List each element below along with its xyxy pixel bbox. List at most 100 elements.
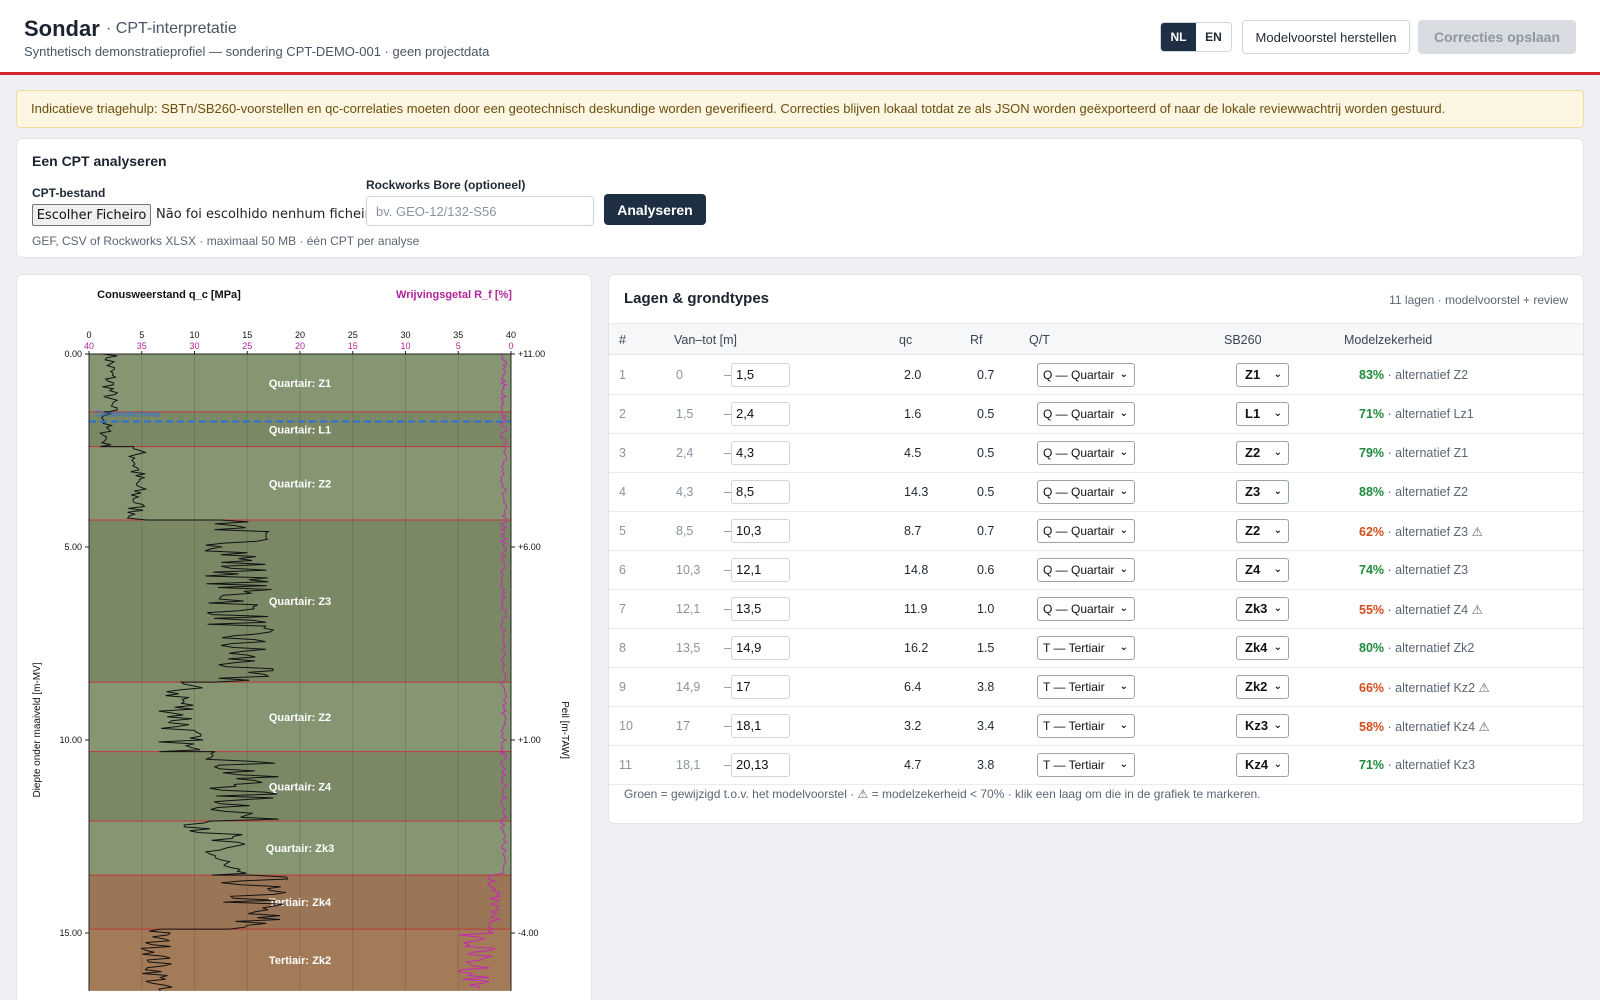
row-rf: 0.7 (977, 524, 995, 538)
row-to-depth-input[interactable]: 10,3 (731, 519, 790, 543)
confidence-value: 55% (1359, 603, 1385, 617)
chevron-down-icon: ⌄ (1273, 681, 1282, 692)
layer-band[interactable] (89, 682, 511, 752)
row-sb260-select[interactable]: Z2 ⌄ (1236, 519, 1289, 543)
row-to-depth-input[interactable]: 8,5 (731, 480, 790, 504)
chevron-down-icon: ⌄ (1273, 486, 1282, 497)
layer-band[interactable] (89, 411, 511, 447)
row-qt-select[interactable]: T — Tertiair ⌄ (1037, 753, 1135, 777)
qc-axis-title: Conusweerstand q_c [MPa] (97, 289, 241, 301)
chevron-down-icon: ⌄ (1119, 525, 1128, 536)
row-confidence: 74% · alternatief Z3 (1359, 563, 1468, 577)
row-qc: 11.9 (904, 602, 928, 616)
layer-band[interactable] (89, 519, 511, 683)
row-qc: 6.4 (904, 680, 922, 694)
row-to-depth-input[interactable]: 12,1 (731, 558, 790, 582)
table-row[interactable]: 5 8,5 –10,3 8.7 0.7 Q — Quartair ⌄ Z2 ⌄ 62% · alt… (609, 512, 1583, 551)
cpt-chart[interactable]: Conusweerstand q_c [MPa] Wrijvingsgetal … (17, 275, 593, 1000)
reset-model-button[interactable]: Modelvoorstel herstellen (1242, 20, 1410, 54)
range-dash: – (724, 758, 731, 772)
confidence-alternative: · alternatief Kz2 ⚠ (1387, 681, 1490, 695)
table-row[interactable]: 7 12,1 –13,5 11.9 1.0 Q — Quartair ⌄ Zk3 ⌄ 55% · … (609, 590, 1583, 629)
row-qt-select[interactable]: T — Tertiair ⌄ (1037, 675, 1135, 699)
row-to-depth-input[interactable]: 18,1 (731, 714, 790, 738)
layer-label: Quartair: Z4 (269, 781, 332, 793)
row-qt-select[interactable]: Q — Quartair ⌄ (1037, 363, 1135, 387)
row-to-depth-input[interactable]: 20,13 (731, 753, 790, 777)
layer-band[interactable] (89, 875, 511, 930)
col-qc: qc (899, 333, 913, 347)
row-sb260-select[interactable]: Z2 ⌄ (1236, 441, 1289, 465)
row-rf: 3.8 (977, 680, 995, 694)
row-qc: 14.3 (904, 485, 929, 499)
row-sb260-select[interactable]: L1 ⌄ (1236, 402, 1289, 426)
row-qt-select[interactable]: T — Tertiair ⌄ (1037, 636, 1135, 660)
row-to-depth-input[interactable]: 17 (731, 675, 790, 699)
table-row[interactable]: 3 2,4 –4,3 4.5 0.5 Q — Quartair ⌄ Z2 ⌄ 79% · alte… (609, 434, 1583, 473)
table-row[interactable]: 10 17 –18,1 3.2 3.4 T — Tertiair ⌄ Kz3 ⌄ 58% · al… (609, 707, 1583, 746)
level-axis-title: Peil [m-TAW] (559, 701, 570, 759)
row-sb260-select[interactable]: Kz4 ⌄ (1236, 753, 1289, 777)
row-sb260-select[interactable]: Kz3 ⌄ (1236, 714, 1289, 738)
sb260-select-value: L1 (1245, 406, 1261, 421)
layer-band[interactable] (89, 821, 511, 876)
confidence-alternative: · alternatief Kz3 (1387, 758, 1476, 772)
row-qt-select[interactable]: Q — Quartair ⌄ (1037, 558, 1135, 582)
row-sb260-select[interactable]: Z3 ⌄ (1236, 480, 1289, 504)
row-qt-select[interactable]: Q — Quartair ⌄ (1037, 402, 1135, 426)
level-tick-label: +1.00 (518, 735, 541, 745)
row-sb260-select[interactable]: Z1 ⌄ (1236, 363, 1289, 387)
qc-trace (99, 353, 289, 992)
row-number: 1 (619, 368, 626, 382)
lang-nl-button[interactable]: NL (1161, 23, 1196, 51)
row-to-depth-input[interactable]: 4,3 (731, 441, 790, 465)
row-qc: 14.8 (904, 563, 929, 577)
table-row[interactable]: 8 13,5 –14,9 16.2 1.5 T — Tertiair ⌄ Zk4 ⌄ 80% · … (609, 629, 1583, 668)
bore-input[interactable] (366, 196, 594, 226)
row-qt-select[interactable]: Q — Quartair ⌄ (1037, 519, 1135, 543)
row-to-depth-input[interactable]: 1,5 (731, 363, 790, 387)
row-qt-select[interactable]: Q — Quartair ⌄ (1037, 441, 1135, 465)
lang-en-button[interactable]: EN (1196, 23, 1231, 51)
row-to-depth-input[interactable]: 14,9 (731, 636, 790, 660)
layer-band[interactable] (89, 929, 511, 991)
row-to-depth-input[interactable]: 13,5 (731, 597, 790, 621)
table-row[interactable]: 4 4,3 –8,5 14.3 0.5 Q — Quartair ⌄ Z3 ⌄ 88% · alt… (609, 473, 1583, 512)
table-row[interactable]: 1 0 –1,5 2.0 0.7 Q — Quartair ⌄ Z1 ⌄ 83% · altern… (609, 356, 1583, 395)
layer-band[interactable] (89, 446, 511, 520)
row-sb260-select[interactable]: Zk4 ⌄ (1236, 636, 1289, 660)
layer-band[interactable] (89, 354, 511, 412)
chevron-down-icon: ⌄ (1119, 447, 1128, 458)
analyse-button[interactable]: Analyseren (604, 194, 706, 225)
row-sb260-select[interactable]: Zk2 ⌄ (1236, 675, 1289, 699)
row-qt-select[interactable]: Q — Quartair ⌄ (1037, 480, 1135, 504)
confidence-alternative: · alternatief Zk2 (1387, 641, 1475, 655)
range-dash: – (724, 407, 731, 421)
choose-file-button[interactable]: Escolher Ficheiro (32, 204, 151, 226)
save-corrections-button[interactable]: Correcties opslaan (1418, 20, 1576, 54)
rf-tick-label: 0 (508, 341, 513, 351)
layers-table-footer: Groen = gewijzigd t.o.v. het modelvoorst… (624, 787, 1261, 801)
row-from-depth: 8,5 (676, 524, 694, 538)
confidence-value: 79% (1359, 446, 1385, 460)
row-to-depth-input[interactable]: 2,4 (731, 402, 790, 426)
row-qt-select[interactable]: T — Tertiair ⌄ (1037, 714, 1135, 738)
table-row[interactable]: 9 14,9 –17 6.4 3.8 T — Tertiair ⌄ Zk2 ⌄ 66% · alt… (609, 668, 1583, 707)
table-row[interactable]: 6 10,3 –12,1 14.8 0.6 Q — Quartair ⌄ Z4 ⌄ 74% · a… (609, 551, 1583, 590)
row-sb260-select[interactable]: Zk3 ⌄ (1236, 597, 1289, 621)
qc-tick-label: 25 (348, 330, 358, 340)
layer-band[interactable] (89, 751, 511, 822)
rf-axis-title: Wrijvingsgetal R_f [%] (396, 289, 512, 301)
row-confidence: 66% · alternatief Kz2 ⚠ (1359, 680, 1490, 695)
table-row[interactable]: 2 1,5 –2,4 1.6 0.5 Q — Quartair ⌄ L1 ⌄ 71% · alte… (609, 395, 1583, 434)
row-sb260-select[interactable]: Z4 ⌄ (1236, 558, 1289, 582)
depth-tick-label: 5.00 (64, 542, 82, 552)
table-row[interactable]: 11 18,1 –20,13 4.7 3.8 T — Tertiair ⌄ Kz4 ⌄ 71% ·… (609, 746, 1583, 785)
row-from-depth: 10,3 (676, 563, 701, 577)
analyse-title: Een CPT analyseren (32, 153, 167, 169)
row-confidence: 71% · alternatief Kz3 (1359, 758, 1475, 772)
range-dash: – (724, 446, 731, 460)
qt-select-value: Q — Quartair (1043, 602, 1115, 616)
row-qt-select[interactable]: Q — Quartair ⌄ (1037, 597, 1135, 621)
level-tick-label: +11.00 (518, 349, 545, 359)
